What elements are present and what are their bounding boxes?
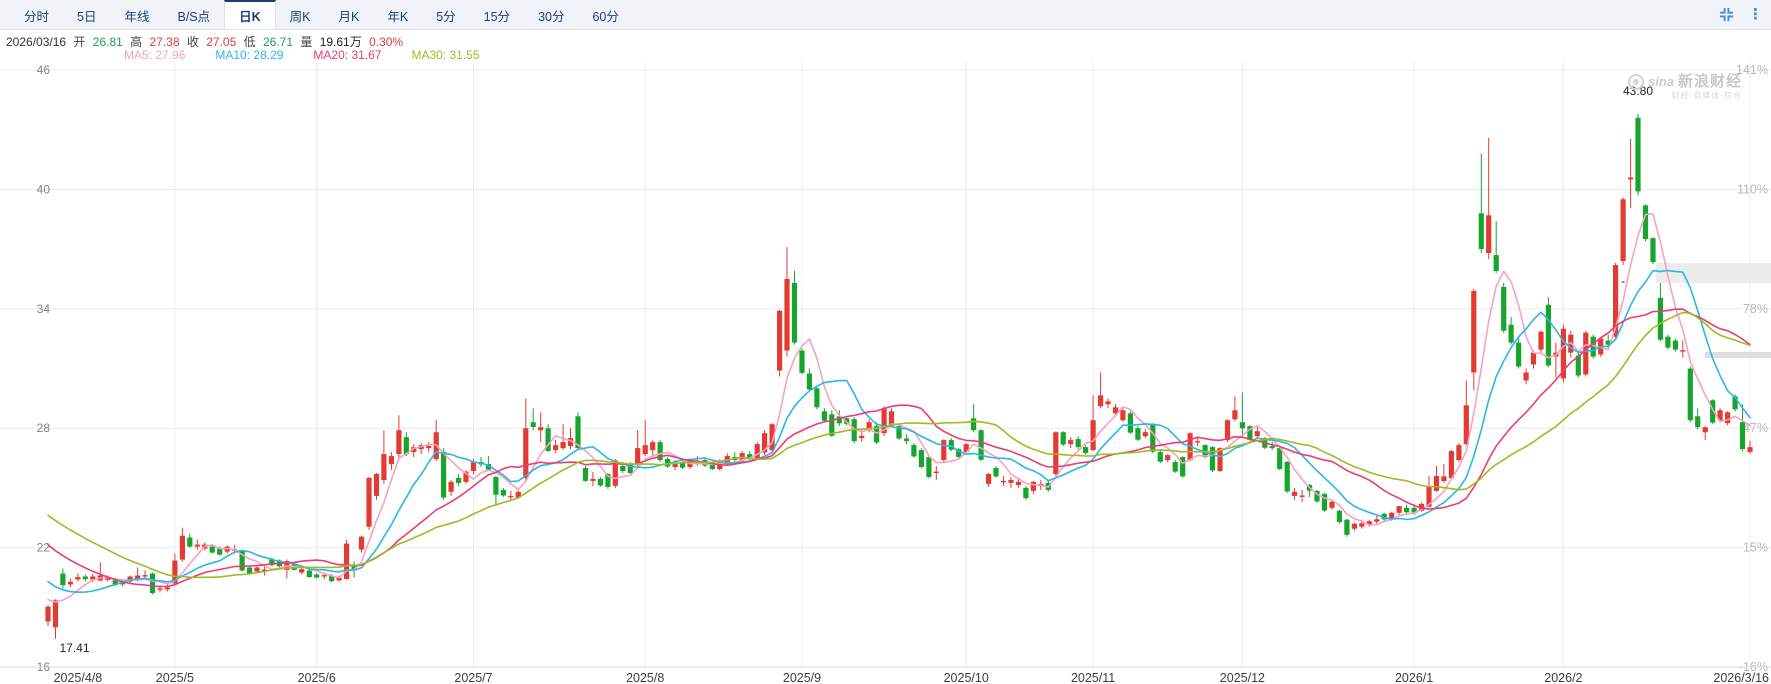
svg-text:2025/4/8: 2025/4/8 [54, 671, 103, 684]
svg-text:141%: 141% [1736, 63, 1768, 77]
tab-5分[interactable]: 5分 [436, 10, 456, 24]
svg-text:40: 40 [37, 182, 51, 196]
svg-text:2026/2: 2026/2 [1544, 671, 1582, 684]
svg-text:17.41: 17.41 [60, 641, 90, 655]
close-label: 收 [186, 35, 199, 49]
svg-text:43.80: 43.80 [1623, 84, 1653, 98]
open-value: 26.81 [92, 35, 123, 49]
svg-text:78%: 78% [1743, 302, 1768, 316]
toolbar-icons: ⋮ [1719, 0, 1763, 29]
svg-text:2026/3/16: 2026/3/16 [1713, 671, 1769, 684]
exit-fullscreen-icon[interactable] [1719, 7, 1734, 22]
svg-text:2025/8: 2025/8 [626, 671, 664, 684]
svg-text:22: 22 [37, 541, 51, 555]
tab-5日[interactable]: 5日 [77, 10, 97, 24]
svg-text:46: 46 [37, 63, 51, 77]
svg-text:34: 34 [37, 302, 51, 316]
svg-text:110%: 110% [1737, 182, 1768, 196]
open-label: 开 [73, 35, 86, 49]
tab-月K[interactable]: 月K [338, 10, 360, 24]
close-value: 27.05 [206, 35, 237, 49]
tab-分时[interactable]: 分时 [24, 10, 50, 24]
tab-60分[interactable]: 60分 [592, 10, 619, 24]
period-toolbar: 分时 5日 年线 B/S点 日K 周K 月K 年K 5分 15分 30分 60分 ⋮ [0, 0, 1771, 30]
svg-text:2026/1: 2026/1 [1395, 671, 1433, 684]
svg-text:-: - [1621, 274, 1625, 288]
tab-年K[interactable]: 年K [387, 10, 409, 24]
quote-date: 2026/03/16 [6, 35, 67, 49]
svg-text:2025/12: 2025/12 [1220, 671, 1265, 684]
svg-text:2025/9: 2025/9 [783, 671, 821, 684]
low-value: 26.71 [262, 35, 293, 49]
svg-text:2025/6: 2025/6 [298, 671, 336, 684]
svg-text:2025/10: 2025/10 [944, 671, 989, 684]
ma-legend: MA5: 27.96 MA10: 28.29 MA20: 31.67 MA30: 31… [124, 48, 510, 62]
ma-legend-item-1: MA10: 28.29 [215, 48, 284, 62]
svg-text:15%: 15% [1743, 541, 1768, 555]
volume-label: 量 [300, 35, 313, 49]
tab-日K[interactable]: 日K [224, 0, 276, 29]
tab-年线[interactable]: 年线 [124, 10, 150, 24]
svg-text:2025/7: 2025/7 [454, 671, 492, 684]
ma-legend-item-2: MA20: 31.67 [313, 48, 382, 62]
tab-30分[interactable]: 30分 [538, 10, 565, 24]
change-percent: 0.30% [369, 35, 404, 49]
high-label: 高 [130, 35, 143, 49]
tab-B/S点[interactable]: B/S点 [177, 10, 211, 24]
tab-周K[interactable]: 周K [289, 10, 311, 24]
ma-legend-item-0: MA5: 27.96 [124, 48, 186, 62]
quote-row: 2026/03/16 开 26.81 高 27.38 收 27.05 低 26.… [6, 33, 407, 50]
tab-15分[interactable]: 15分 [483, 10, 511, 24]
volume-value: 19.61万 [319, 35, 362, 49]
period-tabs: 分时 5日 年线 B/S点 日K 周K 月K 年K 5分 15分 30分 60分 [0, 0, 633, 29]
low-label: 低 [243, 35, 256, 49]
svg-text:2025/11: 2025/11 [1071, 671, 1115, 684]
more-options-icon[interactable]: ⋮ [1748, 6, 1763, 23]
svg-text:2025/5: 2025/5 [156, 671, 194, 684]
svg-text:28: 28 [37, 421, 51, 435]
high-value: 27.38 [149, 35, 180, 49]
ma-legend-item-3: MA30: 31.55 [411, 48, 480, 62]
